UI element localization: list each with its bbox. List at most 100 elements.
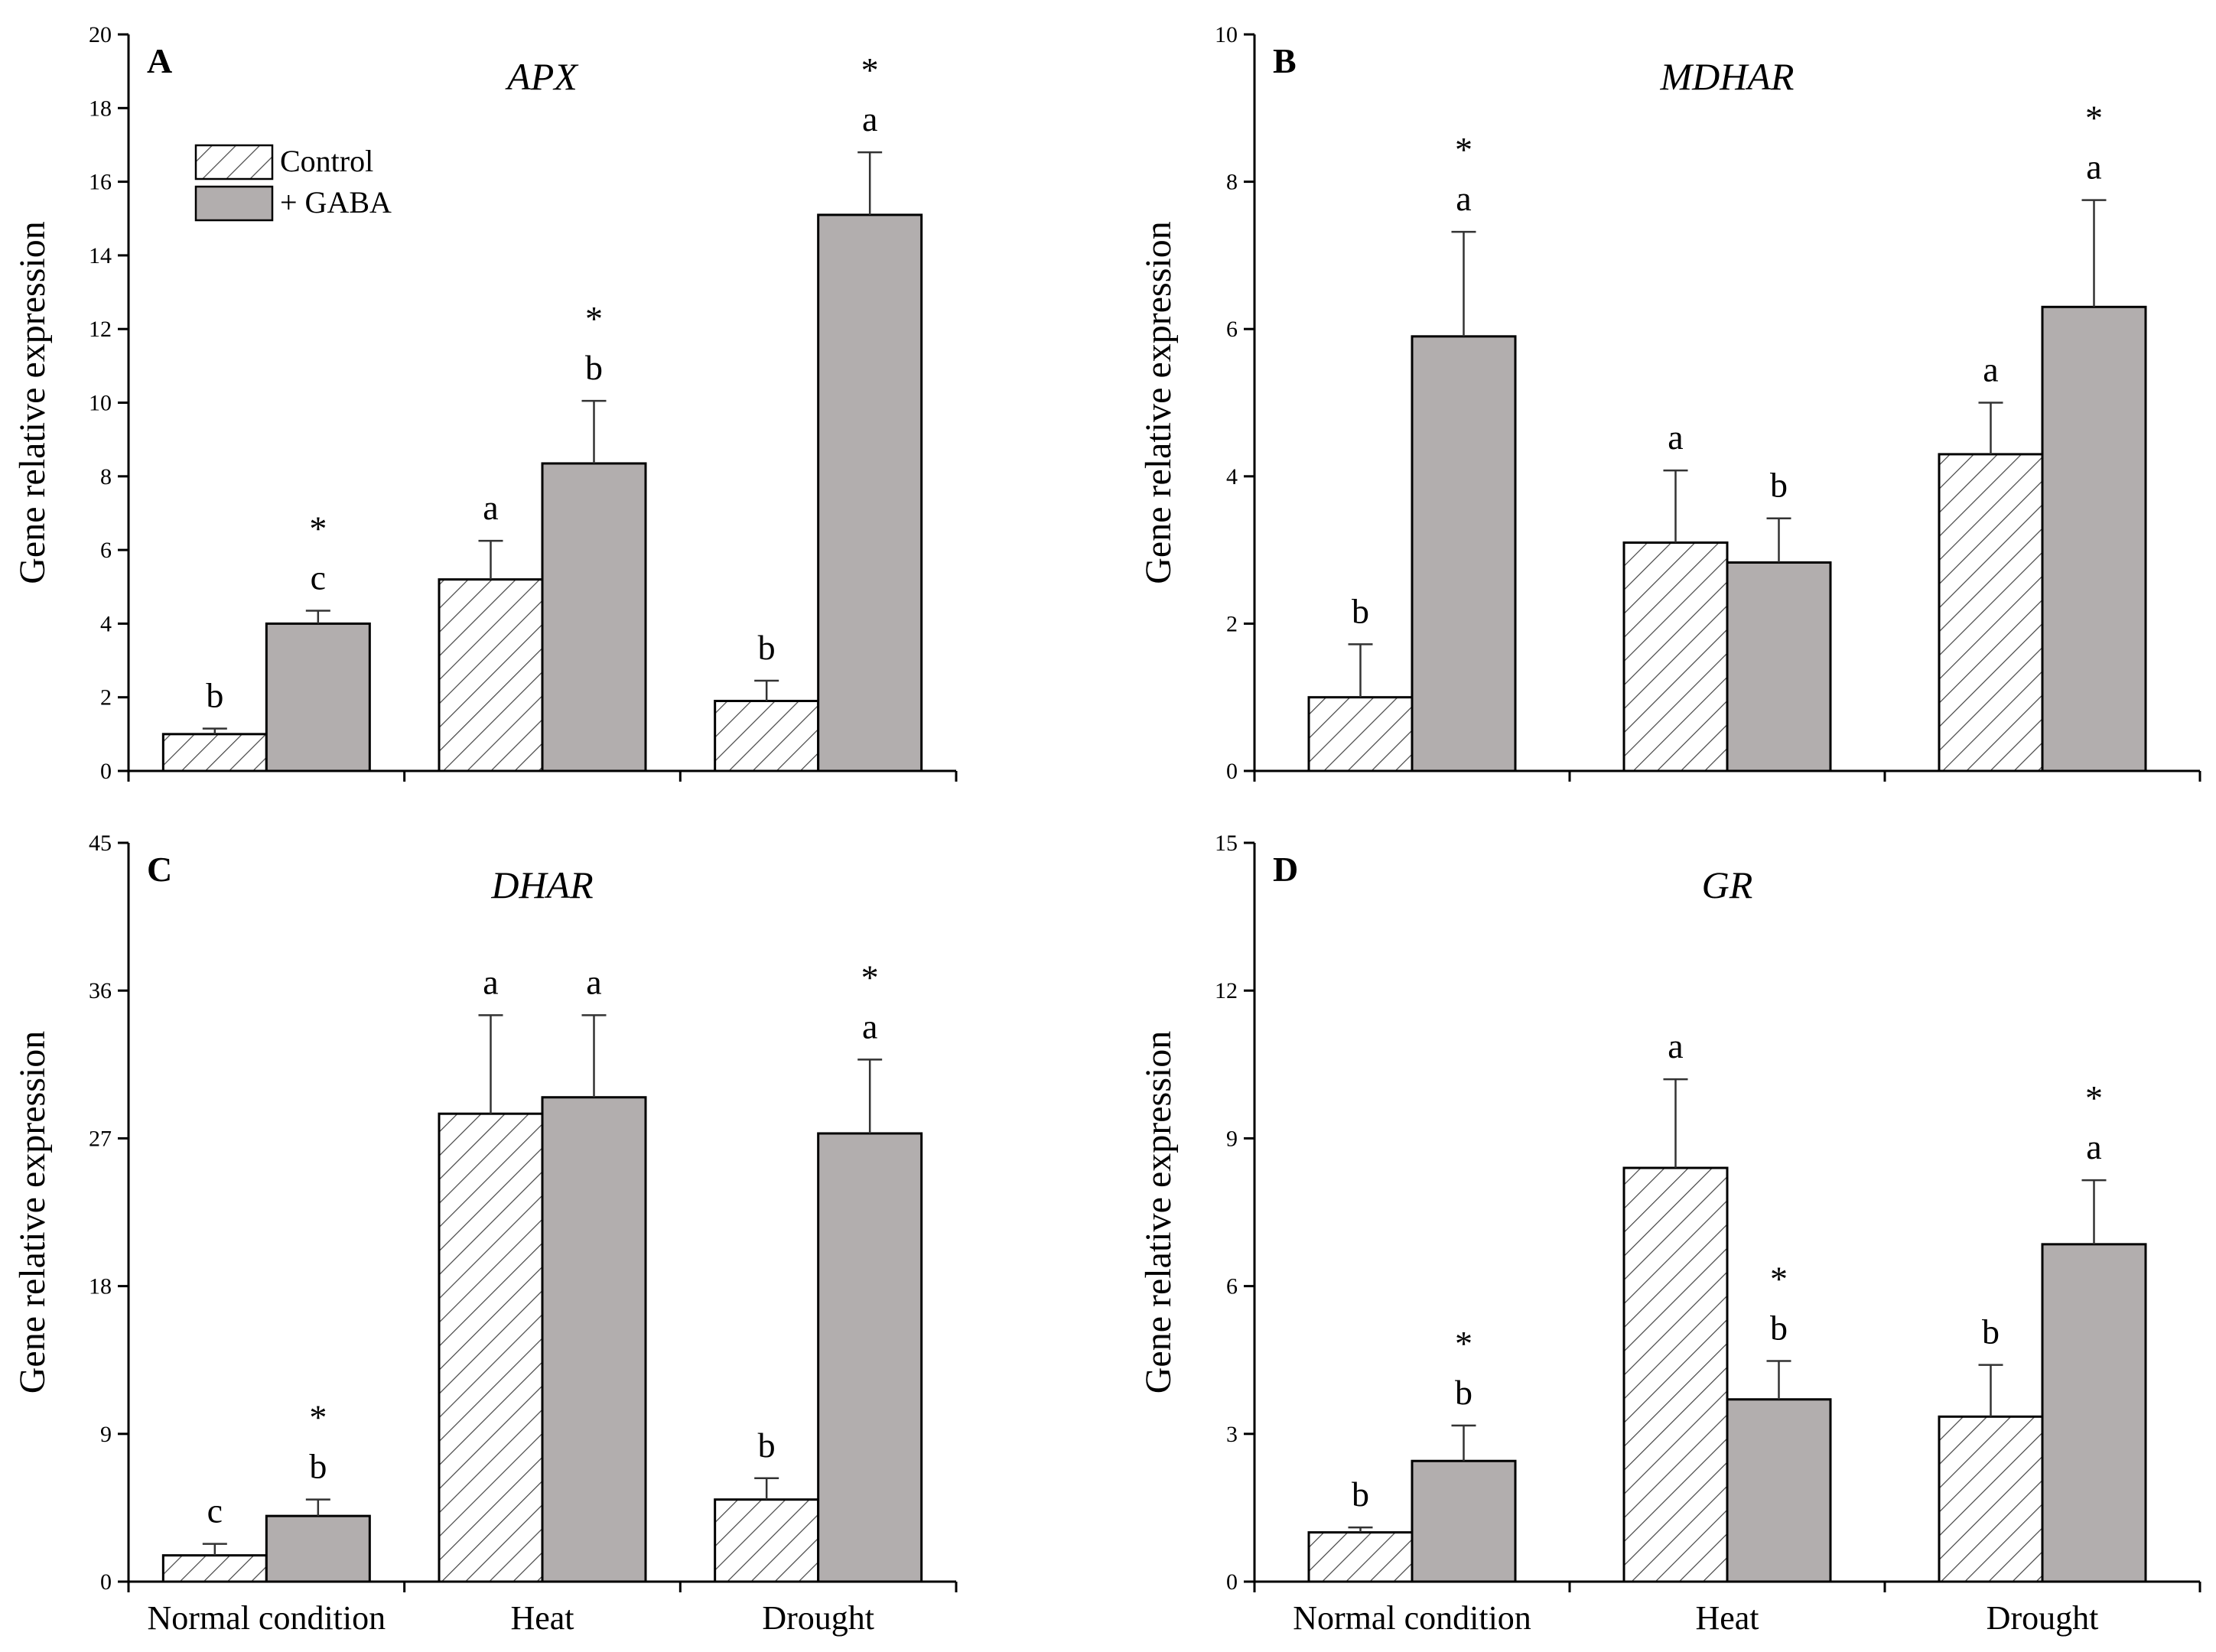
significance-letter: c bbox=[207, 1491, 223, 1530]
y-tick-label: 8 bbox=[1226, 170, 1238, 195]
y-tick-label: 20 bbox=[89, 22, 112, 47]
bar-gaba bbox=[265, 622, 371, 772]
bar-control bbox=[1622, 1166, 1729, 1583]
significance-letter: a bbox=[586, 962, 601, 1001]
y-tick-label: 16 bbox=[89, 170, 112, 195]
significance-letter: b bbox=[206, 676, 223, 715]
bar-control bbox=[161, 733, 268, 772]
significance-letter: b bbox=[1770, 466, 1788, 505]
legend-swatch-control bbox=[194, 144, 274, 180]
significance-letter: a bbox=[1668, 1026, 1683, 1065]
y-tick-label: 2 bbox=[100, 685, 112, 711]
y-tick-label: 10 bbox=[1215, 22, 1238, 47]
y-axis-title: Gene relative expression bbox=[12, 1031, 53, 1393]
significance-letter: b bbox=[1770, 1308, 1788, 1347]
x-category-label: Drought bbox=[762, 1599, 874, 1637]
legend: Control + GABA bbox=[194, 144, 392, 222]
significance-letter: b bbox=[1352, 1475, 1369, 1514]
significance-letter: c bbox=[311, 558, 326, 597]
bar-control bbox=[714, 1498, 820, 1583]
y-tick-label: 14 bbox=[89, 243, 112, 268]
significance-letter: b bbox=[1352, 591, 1369, 630]
bar-control bbox=[1938, 1415, 2044, 1583]
y-axis-title: Gene relative expression bbox=[12, 221, 53, 584]
bar-control bbox=[438, 1112, 544, 1583]
panel-title: MDHAR bbox=[1660, 55, 1795, 98]
panel-title: GR bbox=[1702, 863, 1753, 906]
x-category-label: Heat bbox=[1695, 1599, 1759, 1637]
y-tick-label: 12 bbox=[1215, 978, 1238, 1003]
y-tick-label: 9 bbox=[1226, 1126, 1238, 1151]
significance-letter: a bbox=[2086, 1127, 2101, 1166]
legend-swatch-gaba bbox=[194, 185, 274, 222]
y-tick-label: 4 bbox=[1226, 464, 1238, 489]
panel-a: 0 2 4 6 8 10 12 14 16 18 20 Gene relative expressio… bbox=[12, 22, 958, 784]
y-tick-label: 6 bbox=[1226, 1274, 1238, 1299]
significance-letter: a bbox=[2086, 148, 2101, 187]
y-tick-label: 45 bbox=[89, 831, 112, 856]
significance-letter: b bbox=[309, 1447, 327, 1486]
bar-gaba bbox=[2041, 1243, 2147, 1583]
bar-gaba bbox=[817, 1132, 923, 1583]
bar-control bbox=[161, 1554, 268, 1583]
bar-gaba bbox=[265, 1514, 371, 1583]
y-tick-label: 18 bbox=[89, 96, 112, 121]
significance-letter: a bbox=[862, 1006, 877, 1046]
bar-control bbox=[714, 700, 820, 772]
y-tick-label: 9 bbox=[100, 1422, 112, 1447]
panel-letter: C bbox=[147, 850, 172, 889]
bar-control bbox=[1938, 453, 2044, 772]
significance-letter: a bbox=[1668, 418, 1683, 457]
bar-control bbox=[1307, 696, 1414, 772]
bar-gaba bbox=[1411, 335, 1517, 772]
significance-star: * bbox=[2085, 99, 2103, 138]
legend-label: + GABA bbox=[280, 185, 392, 220]
panel-letter: B bbox=[1273, 41, 1297, 80]
significance-star: * bbox=[1770, 1259, 1788, 1298]
x-category-label: Normal condition bbox=[148, 1599, 386, 1637]
panel-d: 0 3 6 9 12 15 Gene relative expression D GR Norma… bbox=[1138, 831, 2201, 1637]
y-tick-label: 18 bbox=[89, 1274, 112, 1299]
bar-gaba bbox=[2041, 305, 2147, 772]
panel-title: DHAR bbox=[490, 863, 593, 906]
legend-label: Control bbox=[280, 144, 373, 178]
significance-letter: b bbox=[758, 1426, 776, 1465]
panel-letter: D bbox=[1273, 850, 1298, 889]
significance-letter: a bbox=[483, 488, 498, 527]
panel-b: 0 2 4 6 8 10 Gene relative expression B MDHAR b a a… bbox=[1138, 22, 2201, 784]
significance-star: * bbox=[861, 958, 879, 997]
significance-star: * bbox=[309, 1398, 327, 1437]
bar-gaba bbox=[817, 213, 923, 772]
bar-control bbox=[1307, 1531, 1414, 1583]
y-tick-label: 2 bbox=[1226, 611, 1238, 636]
significance-letter: a bbox=[862, 99, 877, 138]
y-tick-label: 6 bbox=[1226, 317, 1238, 342]
y-tick-label: 0 bbox=[100, 1569, 112, 1595]
x-category-label: Normal condition bbox=[1293, 1599, 1531, 1637]
y-tick-label: 0 bbox=[1226, 759, 1238, 784]
y-axis-title: Gene relative expression bbox=[1138, 221, 1179, 584]
significance-star: * bbox=[2085, 1078, 2103, 1117]
significance-letter: b bbox=[758, 628, 776, 667]
x-category-label: Heat bbox=[510, 1599, 574, 1637]
panel-title: APX bbox=[505, 55, 579, 98]
y-tick-label: 10 bbox=[89, 391, 112, 416]
significance-star: * bbox=[585, 299, 603, 338]
y-tick-label: 12 bbox=[89, 317, 112, 342]
y-tick-label: 15 bbox=[1215, 831, 1238, 856]
significance-letter: b bbox=[1455, 1373, 1472, 1412]
y-tick-label: 3 bbox=[1226, 1422, 1238, 1447]
panel-c: 0 9 18 27 36 45 Gene relative expression C DHAR N… bbox=[12, 831, 958, 1637]
y-tick-label: 0 bbox=[1226, 1569, 1238, 1595]
bar-gaba bbox=[1726, 1398, 1832, 1583]
y-tick-label: 4 bbox=[100, 611, 112, 636]
y-tick-label: 6 bbox=[100, 538, 112, 563]
bar-gaba bbox=[541, 462, 647, 772]
y-tick-label: 27 bbox=[89, 1126, 112, 1151]
bar-gaba bbox=[1411, 1459, 1517, 1583]
y-tick-label: 8 bbox=[100, 464, 112, 489]
x-category-label: Drought bbox=[1987, 1599, 2099, 1637]
significance-star: * bbox=[1455, 1324, 1472, 1363]
